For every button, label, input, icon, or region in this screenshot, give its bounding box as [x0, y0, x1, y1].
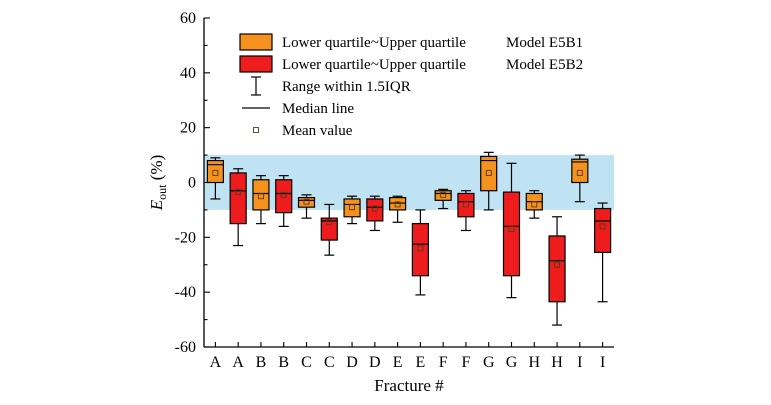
iqr-box [366, 198, 384, 222]
x-tick-label: D [346, 354, 358, 371]
y-tick-label: -20 [175, 229, 196, 246]
legend-label: Range within 1.5IQR [282, 79, 411, 95]
x-tick-label: E [393, 354, 403, 371]
box-15 [525, 190, 543, 219]
legend-swatch [239, 33, 273, 51]
y-tick-label: 0 [188, 175, 196, 192]
iqr-box [502, 191, 521, 277]
mean-marker [326, 219, 333, 226]
legend-label: Lower quartile~Upper quartile [282, 57, 466, 73]
box-10 [411, 209, 429, 296]
x-tick-label: F [461, 354, 470, 371]
legend-model: Model E5B1 [506, 35, 583, 51]
y-tick-label: 60 [180, 10, 196, 27]
box-5 [297, 194, 316, 219]
box-2 [229, 168, 247, 247]
iqr-box [389, 196, 407, 211]
x-tick-label: F [439, 354, 448, 371]
iqr-box [457, 192, 475, 218]
legend-mean [253, 127, 259, 133]
iqr-box [229, 172, 247, 225]
legend-item-box: Lower quartile~Upper quartile Model E5B1 [239, 33, 583, 51]
box-11 [434, 188, 452, 210]
x-tick-label: A [232, 354, 244, 371]
x-tick-label: B [256, 354, 267, 371]
legend: Lower quartile~Upper quartile Model E5B1L… [239, 33, 583, 139]
x-tick-label: H [528, 354, 540, 371]
mean-marker [394, 201, 401, 208]
legend-swatch [239, 55, 273, 73]
iqr-box [594, 207, 612, 254]
x-tick-label: H [551, 354, 563, 371]
box-1 [206, 157, 224, 200]
reference-band [204, 155, 614, 210]
iqr-box [320, 217, 338, 241]
box-14 [502, 162, 521, 299]
x-tick-label: D [369, 354, 381, 371]
iqr-box [343, 198, 361, 218]
legend-item-mean: Mean value [253, 123, 353, 139]
x-tick-label: A [210, 354, 222, 371]
mean-marker [485, 169, 492, 176]
box-6 [320, 203, 338, 256]
box-7 [343, 195, 361, 225]
iqr-box [411, 223, 429, 277]
legend-item-box: Lower quartile~Upper quartile Model E5B2 [239, 55, 583, 73]
box-8 [366, 195, 384, 232]
legend-label: Mean value [282, 123, 353, 139]
x-tick-label: E [415, 354, 425, 371]
mean-marker [303, 198, 310, 205]
iqr-box [206, 159, 224, 184]
x-tick-label: I [577, 354, 582, 371]
iqr-box [548, 235, 566, 303]
box-4 [275, 175, 293, 227]
mean-marker [440, 191, 447, 198]
x-tick-label: G [506, 354, 518, 371]
legend-item-median: Median line [242, 101, 354, 117]
mean-marker [371, 205, 378, 212]
iqr-box [480, 155, 498, 192]
mean-marker [554, 261, 561, 268]
y-tick-label: 40 [180, 65, 196, 82]
box-13 [480, 151, 498, 211]
x-tick-label: I [600, 354, 605, 371]
box-3 [252, 175, 270, 225]
box-18 [594, 202, 612, 303]
box-17 [571, 154, 589, 203]
y-tick-label: -60 [175, 339, 196, 356]
y-axis-title: Eout (%) [147, 155, 169, 211]
box-16 [548, 216, 566, 326]
x-tick-label: C [324, 354, 335, 371]
legend-model: Model E5B2 [506, 57, 583, 73]
mean-marker [212, 169, 219, 176]
iqr-box [252, 179, 270, 211]
y-tick-label: -40 [175, 284, 196, 301]
x-tick-label: C [301, 354, 312, 371]
iqr-box [297, 196, 316, 208]
mean-marker [599, 223, 606, 230]
mean-marker [462, 201, 469, 208]
box-9 [389, 195, 407, 223]
x-axis-title: Fracture # [374, 376, 444, 395]
legend-item-whisker: Range within 1.5IQR [251, 76, 411, 96]
iqr-box [434, 190, 452, 201]
mean-marker [235, 189, 242, 196]
legend-label: Median line [282, 101, 354, 117]
mean-marker [417, 245, 424, 252]
y-tick-label: 20 [180, 120, 196, 137]
iqr-box [275, 179, 293, 214]
x-tick-label: G [483, 354, 495, 371]
mean-marker [508, 226, 515, 233]
mean-marker [531, 201, 538, 208]
x-tick-label: B [278, 354, 289, 371]
mean-marker [576, 169, 583, 176]
mean-marker [349, 204, 356, 211]
legend-label: Lower quartile~Upper quartile [282, 35, 466, 51]
mean-marker [257, 193, 264, 200]
box-12 [457, 190, 475, 232]
mean-marker [280, 191, 287, 198]
